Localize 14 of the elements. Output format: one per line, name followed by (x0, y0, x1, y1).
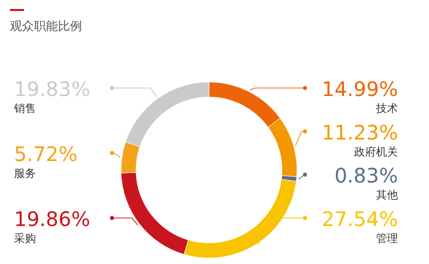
slice-label: 其他 (376, 188, 398, 202)
data-label: 19.86% (14, 207, 90, 231)
data-label: 27.54% (322, 207, 398, 231)
slice-label: 管理 (376, 232, 398, 245)
slice-label: 服务 (14, 167, 36, 180)
slice-label: 采购 (14, 232, 36, 245)
data-label: 14.99% (322, 77, 398, 101)
data-label: 0.83% (334, 164, 398, 188)
data-label: 5.72% (14, 142, 78, 166)
data-label: 11.23% (322, 120, 398, 144)
chart-title: 观众职能比例 (10, 19, 82, 33)
slice-label: 政府机关 (354, 145, 398, 158)
slice-label: 销售 (13, 102, 36, 115)
slice-label: 技术 (375, 102, 398, 115)
